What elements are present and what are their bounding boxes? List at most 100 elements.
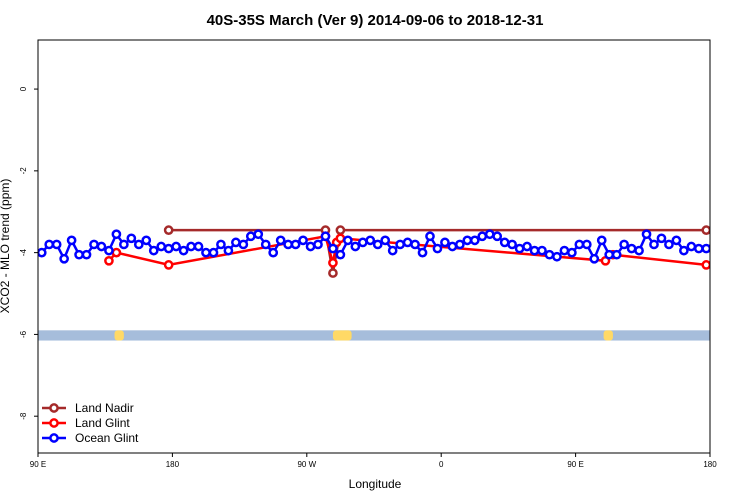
data-point: [708, 243, 710, 250]
y-axis: 0 -2 -4 -6 -8: [19, 86, 38, 420]
data-point: [514, 243, 525, 254]
data-point: [275, 235, 286, 246]
data-point: [283, 239, 293, 250]
data-point: [163, 225, 174, 235]
y-tick-label: 0: [19, 86, 28, 91]
data-point: [365, 235, 376, 246]
data-point: [611, 249, 622, 260]
data-point: [231, 237, 241, 248]
data-point: [335, 249, 346, 260]
data-point: [656, 233, 667, 244]
data-point: [350, 241, 361, 252]
data-point: [245, 231, 256, 242]
data-point: [596, 235, 607, 246]
data-point: [74, 249, 84, 260]
data-point: [111, 229, 122, 240]
y-tick-label: -8: [19, 412, 28, 420]
data-point: [581, 239, 592, 250]
data-point: [604, 249, 615, 260]
data-point: [104, 255, 114, 266]
data-point: [305, 241, 316, 252]
data-point: [320, 231, 331, 242]
legend-swatch-marker: [49, 418, 59, 428]
data-point: [96, 241, 107, 252]
legend-label: Land Nadir: [75, 401, 134, 415]
legend-swatch-marker: [49, 433, 59, 443]
data-point: [425, 231, 435, 242]
data-point: [133, 239, 144, 250]
data-point: [387, 245, 398, 256]
data-point: [216, 239, 226, 250]
data-point: [679, 245, 689, 256]
data-point: [447, 241, 458, 252]
data-point: [328, 268, 338, 278]
data-point: [522, 241, 532, 252]
data-point: [671, 235, 682, 246]
data-point: [238, 239, 249, 250]
data-point: [44, 239, 55, 250]
data-point: [455, 239, 465, 250]
data-point: [492, 231, 503, 242]
data-point: [156, 241, 167, 252]
land-patch: [603, 330, 613, 341]
data-point: [544, 249, 555, 260]
data-point: [701, 225, 710, 235]
data-point: [410, 239, 420, 250]
data-point: [208, 247, 219, 258]
land-patch: [114, 330, 124, 341]
y-tick-label: -4: [19, 249, 28, 257]
data-point: [417, 247, 428, 258]
land-patch: [332, 330, 352, 341]
data-point: [626, 243, 637, 254]
data-point: [178, 245, 189, 256]
data-point: [559, 245, 570, 256]
ocean-band: [38, 330, 710, 341]
data-point: [66, 235, 77, 246]
data-point: [119, 239, 129, 250]
data-point: [701, 260, 710, 270]
data-point: [38, 247, 47, 258]
data-point: [59, 253, 69, 264]
data-point: [260, 239, 271, 250]
plot-area: [38, 225, 710, 341]
data-point: [469, 235, 480, 246]
legend-swatch-marker: [49, 403, 59, 413]
x-tick-label: 0: [439, 460, 444, 469]
data-point: [432, 243, 443, 254]
chart-title: 40S-35S March (Ver 9) 2014-09-06 to 2018…: [207, 12, 544, 29]
data-point: [328, 243, 338, 254]
x-tick-label: 90 E: [567, 460, 583, 469]
data-point: [328, 258, 338, 268]
y-tick-label: -6: [19, 330, 28, 338]
data-point: [126, 233, 137, 244]
data-point: [343, 235, 353, 246]
data-point: [664, 239, 674, 250]
data-point: [380, 235, 391, 246]
data-point: [641, 229, 652, 240]
data-point: [290, 239, 301, 250]
data-point: [298, 235, 308, 246]
y-tick-label: -2: [19, 167, 28, 175]
data-point: [357, 237, 368, 248]
data-point: [477, 231, 488, 242]
data-point: [51, 239, 62, 250]
data-point: [649, 239, 659, 250]
data-point: [223, 245, 234, 256]
data-point: [163, 243, 174, 254]
x-axis: 90 E 180 90 W 0 90 E 180: [30, 453, 717, 469]
data-point: [574, 239, 585, 250]
data-point: [335, 225, 346, 235]
data-point: [701, 243, 710, 254]
data-point: [693, 243, 704, 254]
data-point: [111, 247, 122, 258]
data-point: [462, 235, 473, 246]
data-point: [537, 245, 547, 256]
x-tick-label: 180: [166, 460, 180, 469]
data-point: [141, 235, 152, 246]
data-point: [148, 245, 159, 256]
plot-frame: [37, 39, 711, 454]
x-tick-label: 90 W: [297, 460, 316, 469]
data-point: [589, 253, 600, 264]
data-point: [619, 239, 629, 250]
